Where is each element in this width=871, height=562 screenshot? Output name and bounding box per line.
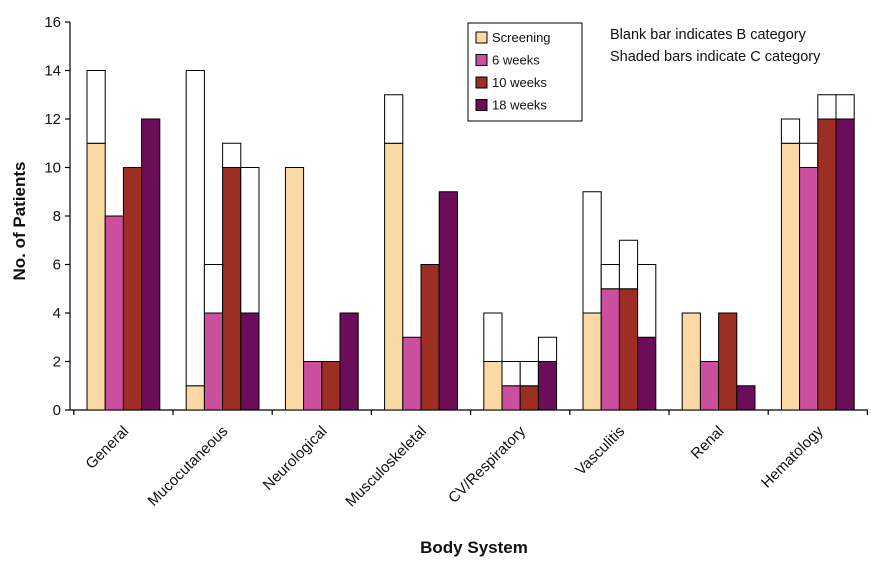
bar-18-weeks-b-category bbox=[835, 94, 855, 120]
bar-6-weeks-c-category bbox=[699, 361, 720, 411]
bar-6-weeks-c-category bbox=[104, 215, 124, 411]
legend-label: 18 weeks bbox=[492, 98, 547, 113]
bar-10-weeks-b-category bbox=[222, 142, 242, 168]
y-tick-label: 16 bbox=[44, 14, 61, 31]
bar-screening-c-category bbox=[681, 312, 701, 411]
bar-screening-c-category bbox=[780, 142, 801, 411]
bar-18-weeks-c-category bbox=[240, 312, 260, 411]
x-axis: General Mucocutaneous Neurological Musculos… bbox=[70, 409, 869, 510]
x-tick-label: Hematology bbox=[758, 422, 827, 491]
x-tick-label: CV/Respiratory bbox=[445, 422, 529, 506]
bar-screening-b-category bbox=[582, 191, 602, 314]
bar-6-weeks-c-category bbox=[203, 312, 224, 411]
bar-10-weeks-c-category bbox=[817, 118, 837, 411]
bar-6-weeks-c-category bbox=[799, 167, 819, 411]
bar-18-weeks-c-category bbox=[835, 118, 855, 411]
y-axis-title: No. of Patients bbox=[10, 161, 29, 280]
bar-10-weeks-c-category bbox=[420, 264, 440, 411]
annotation-shaded-bars: Shaded bars indicate C category bbox=[610, 49, 821, 65]
bar-10-weeks-b-category bbox=[618, 239, 639, 290]
bar-10-weeks-b-category bbox=[519, 361, 539, 387]
legend-swatch bbox=[475, 76, 488, 89]
bars-group bbox=[86, 70, 855, 411]
y-tick-label: 6 bbox=[53, 257, 61, 274]
bar-18-weeks-c-category bbox=[537, 361, 558, 411]
x-tick-label: Neurological bbox=[260, 423, 331, 494]
bar-10-weeks-b-category bbox=[817, 94, 837, 120]
bar-screening-b-category bbox=[384, 94, 404, 144]
bar-18-weeks-c-category bbox=[736, 385, 756, 411]
bar-screening-c-category bbox=[582, 312, 602, 411]
legend-label: 6 weeks bbox=[492, 53, 540, 68]
legend-swatch bbox=[475, 31, 488, 44]
x-tick-label: Vasculitis bbox=[572, 423, 628, 479]
x-tick-label: Renal bbox=[688, 423, 728, 463]
bar-screening-b-category bbox=[483, 312, 503, 362]
bar-6-weeks-c-category bbox=[600, 288, 620, 411]
bar-screening-c-category bbox=[284, 167, 305, 411]
y-tick-label: 4 bbox=[53, 305, 61, 322]
bar-6-weeks-b-category bbox=[501, 361, 521, 387]
bar-18-weeks-c-category bbox=[438, 191, 458, 411]
bar-18-weeks-b-category bbox=[537, 336, 558, 362]
legend: Screening 6 weeks 10 weeks 18 weeks bbox=[467, 22, 583, 122]
legend-label: 10 weeks bbox=[492, 75, 547, 90]
bar-screening-b-category bbox=[780, 118, 801, 144]
legend-swatch bbox=[475, 99, 488, 111]
bar-18-weeks-c-category bbox=[637, 336, 657, 411]
bar-10-weeks-c-category bbox=[222, 167, 242, 411]
y-tick-label: 8 bbox=[53, 208, 61, 225]
x-axis-title: Body System bbox=[420, 538, 528, 557]
bar-6-weeks-c-category bbox=[402, 336, 422, 411]
bar-6-weeks-c-category bbox=[303, 361, 323, 411]
bar-18-weeks-c-category bbox=[141, 118, 161, 411]
y-tick-label: 0 bbox=[53, 402, 61, 419]
x-tick-label: Mucocutaneous bbox=[145, 423, 232, 510]
bar-screening-c-category bbox=[483, 361, 503, 411]
bar-6-weeks-b-category bbox=[203, 264, 224, 314]
y-tick-label: 10 bbox=[44, 160, 61, 177]
bar-10-weeks-c-category bbox=[122, 167, 143, 411]
bar-18-weeks-b-category bbox=[637, 264, 657, 338]
bar-screening-c-category bbox=[384, 142, 404, 411]
x-tick-label: General bbox=[82, 423, 132, 473]
legend-label: Screening bbox=[492, 30, 551, 45]
bar-screening-c-category bbox=[86, 142, 106, 411]
bar-6-weeks-b-category bbox=[799, 142, 819, 168]
bar-screening-c-category bbox=[185, 385, 205, 411]
legend-swatch bbox=[475, 54, 488, 66]
bar-18-weeks-b-category bbox=[240, 167, 260, 314]
bar-6-weeks-c-category bbox=[501, 385, 521, 411]
y-tick-label: 12 bbox=[44, 111, 61, 128]
bar-screening-b-category bbox=[86, 70, 106, 144]
bar-18-weeks-c-category bbox=[339, 312, 359, 411]
x-tick-label: Musculoskeletal bbox=[342, 423, 429, 510]
annotation-blank-bar: Blank bar indicates B category bbox=[610, 27, 807, 43]
bar-10-weeks-c-category bbox=[321, 361, 341, 411]
bar-10-weeks-c-category bbox=[618, 288, 639, 411]
y-axis: 0 2 4 6 8 10 12 14 16 bbox=[44, 14, 71, 419]
bar-6-weeks-b-category bbox=[600, 264, 620, 290]
y-tick-label: 14 bbox=[44, 63, 61, 80]
bar-screening-b-category bbox=[185, 70, 205, 387]
bar-10-weeks-c-category bbox=[718, 312, 738, 411]
bar-10-weeks-c-category bbox=[519, 385, 539, 411]
y-tick-label: 2 bbox=[53, 354, 61, 371]
